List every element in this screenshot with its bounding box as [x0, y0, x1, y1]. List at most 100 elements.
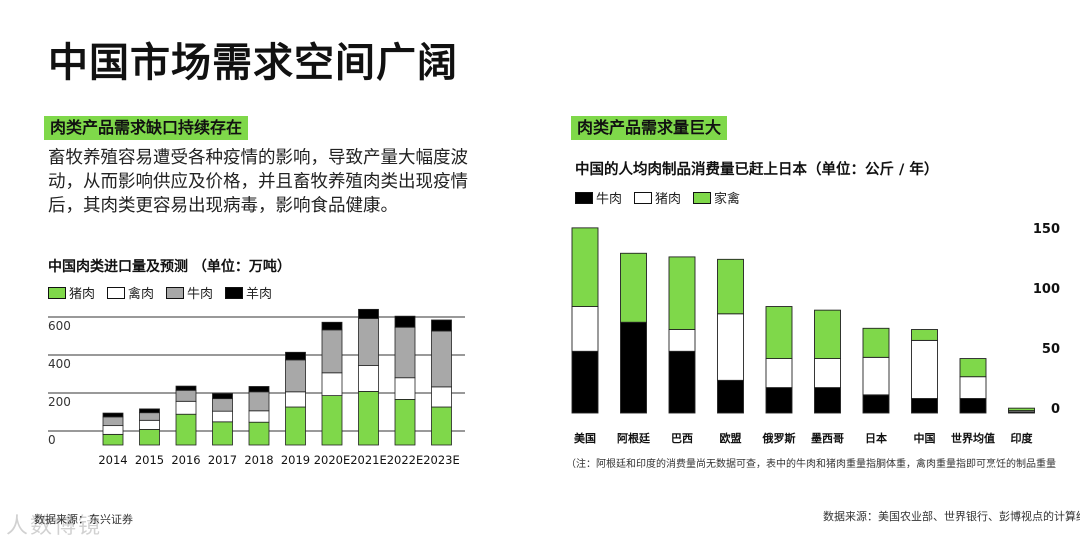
bar-segment [102, 412, 124, 418]
legend-swatch [48, 286, 66, 299]
legend-item: 牛肉 [575, 188, 622, 207]
bar-segment [911, 329, 938, 341]
legend-swatch [225, 286, 244, 299]
x-tick-label: 2021E [350, 453, 387, 467]
bar-segment [358, 308, 379, 319]
bar-segment [102, 425, 124, 435]
page-title: 中国市场需求空间广阔 [48, 40, 458, 86]
bar-segment [668, 350, 696, 414]
legend-swatch [634, 191, 653, 204]
x-tick-label: 2017 [208, 453, 237, 467]
bar-segment [959, 398, 987, 414]
bar-segment [668, 329, 696, 352]
x-tick-label: 2015 [135, 453, 164, 467]
bar-segment [911, 339, 938, 399]
bar-segment [394, 326, 416, 379]
bar-segment [717, 379, 744, 414]
x-tick-label: 2020E [314, 453, 351, 467]
bar-segment [431, 330, 452, 388]
x-tick-label: 2019 [281, 453, 310, 467]
bar-segment [102, 416, 124, 427]
x-tick-label: 2023E [423, 453, 460, 467]
x-tick-label: 巴西 [671, 432, 693, 445]
bar-segment [814, 309, 841, 360]
x-tick-label: 2014 [98, 453, 127, 467]
bar-segment [717, 313, 744, 381]
bar-segment [285, 359, 306, 393]
left-section-heading: 肉类产品需求缺口持续存在 [44, 116, 249, 140]
bar-segment [102, 433, 124, 446]
left-source: 数据来源：东兴证券 [34, 513, 133, 526]
legend-label: 牛肉 [187, 287, 214, 302]
bar-segment [765, 358, 793, 389]
legend-swatch [166, 286, 185, 299]
bar-segment [212, 393, 233, 400]
bar-segment [959, 376, 987, 399]
legend-item: 家禽 [693, 188, 740, 207]
x-tick-label: 欧盟 [720, 431, 742, 445]
bar-segment [175, 400, 197, 415]
bar-segment [139, 429, 160, 446]
bar-segment [620, 252, 647, 323]
legend-label: 禽肉 [128, 287, 155, 302]
y-tick-label: 200 [48, 395, 71, 409]
bar-segment [358, 391, 379, 446]
bar-segment [862, 327, 890, 358]
y-tick-label: 600 [48, 319, 71, 333]
bar-segment [139, 419, 160, 430]
bar-segment [285, 391, 306, 408]
bar-segment [358, 365, 379, 392]
bar-segment [321, 329, 343, 374]
y-tick-label: 100 [1033, 282, 1060, 297]
bar-segment [717, 258, 744, 315]
bar-segment [814, 387, 841, 414]
legend-item: 羊肉 [225, 283, 272, 302]
bar-segment [139, 408, 160, 414]
legend-swatch [107, 286, 126, 299]
legend-label: 家禽 [714, 192, 741, 207]
legend-item: 猪肉 [48, 283, 95, 302]
bar-segment [571, 350, 599, 414]
bar-segment [668, 256, 696, 330]
x-tick-label: 2022E [387, 453, 424, 467]
legend-item: 牛肉 [166, 283, 213, 302]
x-tick-label: 日本 [865, 431, 887, 445]
bar-segment [321, 395, 343, 446]
bar-segment [248, 386, 270, 393]
bar-segment [248, 410, 270, 423]
x-tick-label: 2016 [171, 453, 200, 467]
legend-label: 牛肉 [596, 192, 623, 207]
legend-swatch [575, 191, 593, 204]
legend-swatch [693, 191, 712, 204]
legend-item: 禽肉 [107, 283, 154, 302]
bar-segment [862, 394, 890, 414]
bar-segment [248, 391, 270, 412]
watermark: 人数博镜 [6, 514, 103, 539]
bar-segment [248, 421, 270, 446]
bar-segment [814, 358, 841, 389]
bar-segment [321, 321, 343, 331]
bar-segment [139, 412, 160, 421]
x-tick-label: 俄罗斯 [762, 431, 796, 445]
y-tick-label: 400 [48, 357, 71, 371]
bar-segment [358, 318, 379, 366]
bar-segment [1008, 407, 1035, 412]
bar-segment [431, 386, 452, 408]
left-paragraph: 畜牧养殖容易遭受各种疫情的影响，导致产量大幅度波动，从而影响供应及价格，并且畜牧… [48, 148, 468, 216]
bar-segment [431, 406, 452, 446]
bar-segment [212, 410, 233, 423]
bar-segment [571, 227, 599, 307]
right-chart-legend: 牛肉 猪肉 家禽 [575, 188, 752, 207]
bar-segment [321, 372, 343, 397]
bar-segment [212, 421, 233, 446]
right-chart: 美国 阿根廷 巴西 欧盟 俄罗斯 墨西哥 日本 中国 世界均值 印度 0 50 100 150 [571, 222, 1060, 445]
x-tick-label: 世界均值 [951, 431, 995, 445]
x-tick-label: 阿根廷 [617, 431, 651, 445]
bar-segment [431, 319, 452, 332]
bar-segment [959, 358, 987, 378]
bar-segment [175, 413, 197, 446]
y-tick-label: 50 [1042, 342, 1060, 357]
right-source: 数据来源：美国农业部、世界银行、彭博视点的计算结 [823, 510, 1080, 523]
bar-segment [911, 398, 938, 414]
